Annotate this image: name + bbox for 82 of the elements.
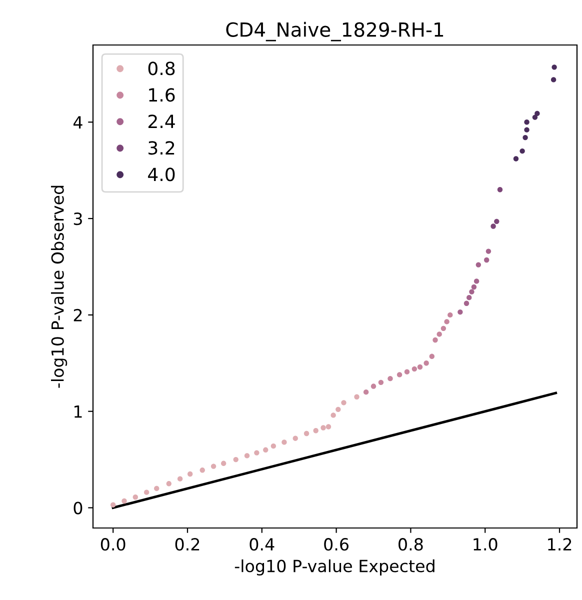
y-axis-title: -log10 P-value Observed (50, 186, 68, 388)
point (471, 284, 477, 290)
y-tick-label: 4 (73, 116, 82, 128)
point (110, 502, 116, 508)
point (132, 494, 138, 500)
point (354, 394, 360, 400)
point (534, 110, 540, 116)
point (486, 248, 492, 254)
x-tick-label: 0.4 (250, 538, 274, 551)
point (336, 406, 341, 412)
point (424, 360, 429, 366)
point (532, 114, 538, 120)
point (520, 148, 525, 154)
point (458, 309, 463, 315)
point (524, 127, 530, 132)
point (524, 120, 530, 125)
point (417, 364, 423, 370)
point (313, 428, 318, 434)
point (466, 294, 472, 300)
point (440, 326, 446, 332)
x-tick-label: 1.2 (548, 538, 572, 550)
point (388, 376, 393, 382)
point (497, 187, 503, 192)
point (464, 300, 470, 306)
point (436, 332, 442, 337)
point (263, 447, 268, 453)
point (484, 257, 490, 263)
point (320, 425, 326, 430)
point (404, 369, 410, 374)
point (282, 440, 287, 445)
point (490, 224, 496, 229)
point (552, 64, 557, 70)
x-tick-label: 0.2 (175, 538, 200, 551)
x-tick-label: 1.0 (474, 538, 498, 551)
point (188, 471, 193, 477)
legend-label: 2.4 (148, 114, 175, 128)
point (244, 453, 250, 458)
point (270, 443, 276, 449)
point (474, 278, 480, 284)
legend-label: 4.0 (148, 168, 175, 182)
point (177, 476, 183, 482)
point (166, 481, 172, 486)
chart-title: CD4_Naive_1829-RH-1 (226, 22, 444, 42)
x-tick-label: 0.6 (324, 538, 349, 551)
point (122, 498, 127, 504)
point (396, 372, 402, 378)
legend-label: 3.2 (148, 141, 174, 155)
point (476, 262, 482, 268)
point (154, 486, 160, 492)
point (412, 366, 418, 372)
x-tick-label: 0.0 (100, 538, 126, 551)
point (370, 384, 376, 389)
point (341, 400, 346, 406)
point (292, 436, 298, 441)
point (432, 337, 438, 343)
point (200, 468, 205, 473)
point (494, 218, 500, 224)
x-tick-label: 0.8 (398, 538, 423, 551)
legend-label: 0.8 (148, 62, 175, 76)
point (210, 464, 216, 469)
point (233, 456, 238, 462)
x-axis-title: -log10 P-value Expected (234, 559, 434, 576)
y-tick-label: 2 (74, 308, 82, 322)
legend-label: 1.6 (149, 88, 175, 102)
point (444, 319, 450, 324)
point (469, 289, 474, 294)
point (429, 354, 435, 359)
point (326, 424, 332, 430)
point (448, 312, 453, 318)
point (254, 450, 260, 456)
y-tick-label: 0 (74, 502, 82, 514)
point (363, 389, 369, 395)
point (550, 77, 556, 82)
y-tick-label: 3 (74, 212, 82, 226)
point (304, 430, 310, 436)
point (522, 134, 528, 140)
y-tick-label: 1 (74, 406, 82, 418)
point (330, 412, 336, 418)
point (220, 460, 226, 466)
point (378, 380, 384, 386)
point (144, 490, 150, 495)
point (513, 156, 519, 162)
